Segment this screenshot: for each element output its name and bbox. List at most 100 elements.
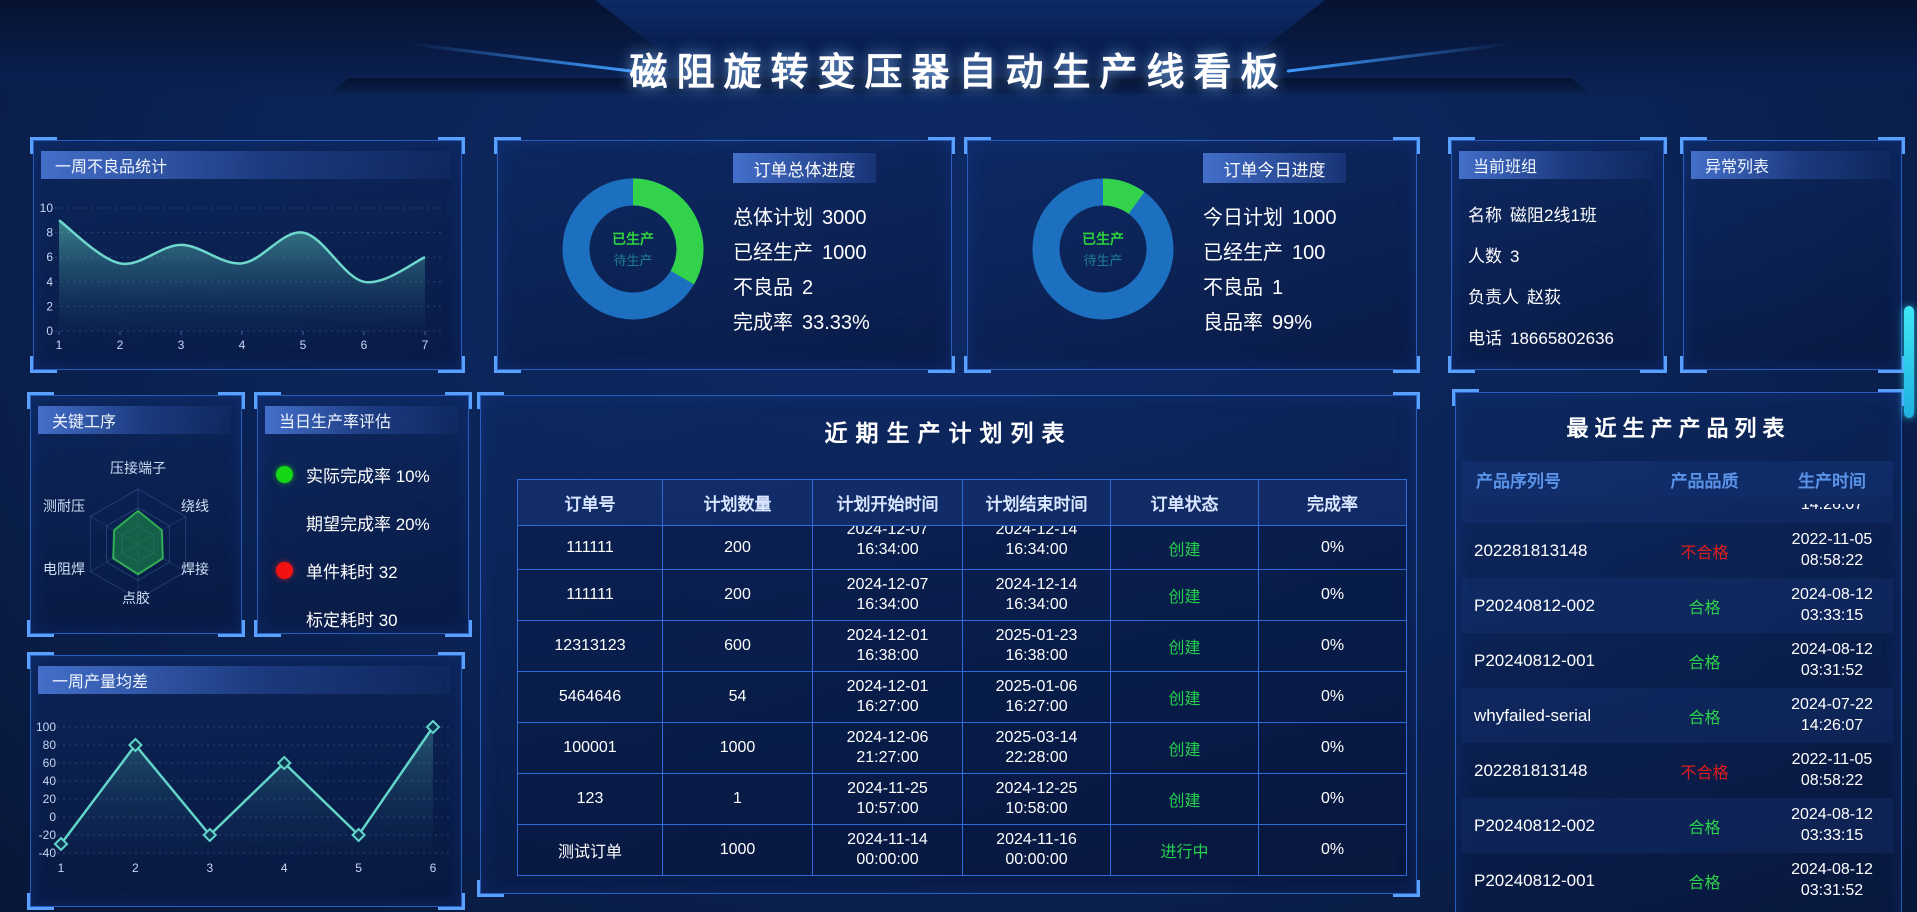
banner-plate: [595, 0, 1325, 80]
cell-start: 2024-12-07 16:34:00: [813, 526, 963, 570]
stat-line: 不良品 2: [733, 277, 814, 299]
cell-time: 2024-08-12 03:31:52: [1791, 860, 1873, 899]
svg-text:2: 2: [132, 861, 139, 875]
panel-header: 一周产量均差: [38, 666, 451, 694]
cell-start: 2024-12-01 16:38:00: [813, 621, 963, 672]
cell-serial: 202281813148: [1474, 540, 1588, 560]
svg-text:2: 2: [117, 338, 124, 352]
table-row: 测试订单 1000 2024-11-14 00:00:00 2024-11-16…: [518, 825, 1407, 876]
panel-product-table: 最近生产产品列表 产品序列号 产品品质 生产时间 whyfailed-seria…: [1452, 389, 1905, 912]
cell-order: 12313123: [518, 621, 663, 672]
table-row: 111111 200 2024-12-07 16:34:00 2024-12-1…: [518, 570, 1407, 621]
panel-current-team: 当前班组 名称 磁阻2线1班 人数 3 负责人 赵荻 电话 18665802636: [1448, 137, 1667, 373]
cell-qty: 54: [663, 672, 813, 723]
svg-text:3: 3: [178, 338, 185, 352]
radar-axis-label: 绕线: [181, 498, 209, 514]
status-dot: [276, 562, 293, 579]
cell-time: 2024-08-12 03:33:15: [1791, 805, 1873, 844]
column-header: 计划开始时间: [813, 480, 963, 526]
cell-start: 2024-12-01 16:27:00: [813, 672, 963, 723]
rate-row: 实际完成率 10%: [276, 462, 430, 487]
panel-order-today: 订单今日进度 已生产 待生产 今日计划 1000 已经生产 100 不良品 1 良品率…: [964, 137, 1420, 373]
svg-text:1: 1: [56, 338, 63, 352]
panel-exception-list: 异常列表: [1680, 137, 1905, 373]
cell-rate: 0%: [1259, 723, 1407, 774]
cell-order: 111111: [518, 526, 663, 570]
cell-start: 2024-11-14 00:00:00: [813, 825, 963, 876]
svg-text:0: 0: [49, 810, 56, 824]
table-row: 202281813148 不合格 2022-11-05 08:58:22: [1462, 743, 1893, 798]
svg-text:-20: -20: [39, 828, 57, 842]
rate-row: 期望完成率 20%: [306, 515, 430, 534]
scrollbar-thumb[interactable]: [1904, 306, 1914, 418]
table-row: 100001 1000 2024-12-06 21:27:00 2025-03-…: [518, 723, 1407, 774]
table-header-row: 订单号 计划数量 计划开始时间 计划结束时间 订单状态 完成率: [518, 480, 1407, 526]
cell-rate: 0%: [1259, 672, 1407, 723]
stat-line: 完成率 33.33%: [733, 312, 870, 334]
svg-text:0: 0: [46, 324, 53, 338]
svg-text:4: 4: [46, 275, 53, 289]
panel-daily-rate: 当日生产率评估 实际完成率 10% 期望完成率 20% 单件耗时 32 标定耗时…: [254, 392, 472, 637]
cell-status: 创建: [1111, 526, 1259, 570]
cell-order: 123: [518, 774, 663, 825]
column-header: 产品序列号: [1476, 471, 1561, 491]
svg-text:4: 4: [239, 338, 246, 352]
cell-quality: 合格: [1688, 819, 1721, 837]
product-table-title: 最近生产产品列表: [1566, 416, 1791, 441]
column-header: 订单状态: [1111, 480, 1259, 526]
cell-time: 2024-08-12 03:31:52: [1791, 640, 1873, 679]
cell-quality: 合格: [1688, 709, 1721, 727]
cell-qty: 600: [663, 621, 813, 672]
cell-qty: 1: [663, 774, 813, 825]
svg-text:5: 5: [355, 861, 362, 875]
cell-rate: 0%: [1259, 526, 1407, 570]
table-row: P20240812-002 合格 2024-08-12 03:33:15: [1462, 798, 1893, 853]
cell-start: 2024-11-25 10:57:00: [813, 774, 963, 825]
cell-rate: 0%: [1259, 774, 1407, 825]
donut-produced-label: 已生产: [612, 231, 654, 247]
order-overall-stats: 总体计划 3000 已经生产 1000 不良品 2 完成率 33.33%: [733, 201, 870, 335]
cell-end: 2025-03-14 22:28:00: [963, 723, 1111, 774]
cell-time: 2024-08-12 03:33:15: [1791, 585, 1873, 624]
stat-line: 已经生产 1000: [733, 242, 867, 264]
cell-qty: 200: [663, 570, 813, 621]
cell-end: 2024-12-14 16:34:00: [963, 570, 1111, 621]
cell-serial: whyfailed-serial: [1474, 705, 1592, 725]
team-phone: 电话 18665802636: [1468, 329, 1615, 348]
cell-quality: 不合格: [1680, 764, 1729, 782]
panel-order-overall: 订单总体进度 已生产 待生产 总体计划 3000 已经生产 1000 不良品 2 完成…: [494, 137, 955, 373]
panel-title: 一周不良品统计: [55, 159, 168, 176]
radar-axis-label: 电阻焊: [43, 561, 85, 577]
cell-status: 创建: [1111, 672, 1259, 723]
cell-end: 2024-11-16 00:00:00: [963, 825, 1111, 876]
plan-table: 订单号 计划数量 计划开始时间 计划结束时间 订单状态 完成率 111111 2…: [517, 479, 1407, 876]
order-today-donut-chart: [1032, 178, 1174, 320]
cell-quality: 合格: [1688, 654, 1721, 672]
order-today-stats: 今日计划 1000 已经生产 100 不良品 1 良品率 99%: [1203, 201, 1337, 335]
svg-text:-40: -40: [39, 846, 57, 860]
svg-text:40: 40: [43, 774, 57, 788]
svg-text:60: 60: [43, 756, 57, 770]
svg-text:1: 1: [58, 861, 65, 875]
svg-text:6: 6: [361, 338, 368, 352]
cell-qty: 200: [663, 526, 813, 570]
radar-axis-label: 焊接: [181, 561, 209, 577]
svg-text:20: 20: [43, 792, 57, 806]
daily-rate-rows: 实际完成率 10% 期望完成率 20% 单件耗时 32 标定耗时 30: [276, 462, 430, 631]
table-row: 202281813148 不合格 2022-11-05 08:58:22: [1462, 523, 1893, 578]
cell-status: 创建: [1111, 621, 1259, 672]
panel-header: 关键工序: [38, 406, 231, 434]
donut-produced-label: 已生产: [1082, 231, 1124, 247]
table-row: 5464646 54 2024-12-01 16:27:00 2025-01-0…: [518, 672, 1407, 723]
cell-time: 2024-07-22 14:26:07: [1791, 695, 1873, 734]
table-row: whyfailed-serial 合格 2024-07-22 14:26:07: [1462, 688, 1893, 743]
svg-text:4: 4: [281, 861, 288, 875]
header-banner: 磁阻旋转变压器自动生产线看板: [0, 0, 1917, 100]
radar-axis-label: 压接端子: [110, 460, 166, 476]
panel-title: 关键工序: [52, 414, 117, 431]
product-table-header: 产品序列号 产品品质 生产时间: [1462, 461, 1893, 497]
column-header: 生产时间: [1798, 471, 1866, 491]
donut-pending-label: 待生产: [613, 253, 653, 268]
